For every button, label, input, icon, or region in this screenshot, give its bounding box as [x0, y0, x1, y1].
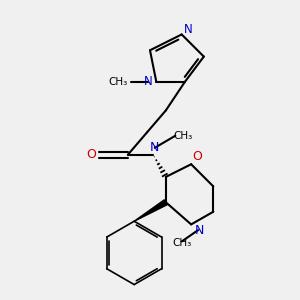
Text: CH₃: CH₃: [174, 131, 193, 141]
Text: CH₃: CH₃: [109, 77, 128, 87]
Text: O: O: [193, 150, 202, 163]
Text: N: N: [184, 23, 192, 36]
Text: N: N: [150, 141, 159, 154]
Text: N: N: [144, 75, 153, 88]
Text: N: N: [194, 224, 204, 237]
Text: CH₃: CH₃: [172, 238, 191, 248]
Text: O: O: [86, 148, 96, 161]
Polygon shape: [134, 200, 167, 221]
